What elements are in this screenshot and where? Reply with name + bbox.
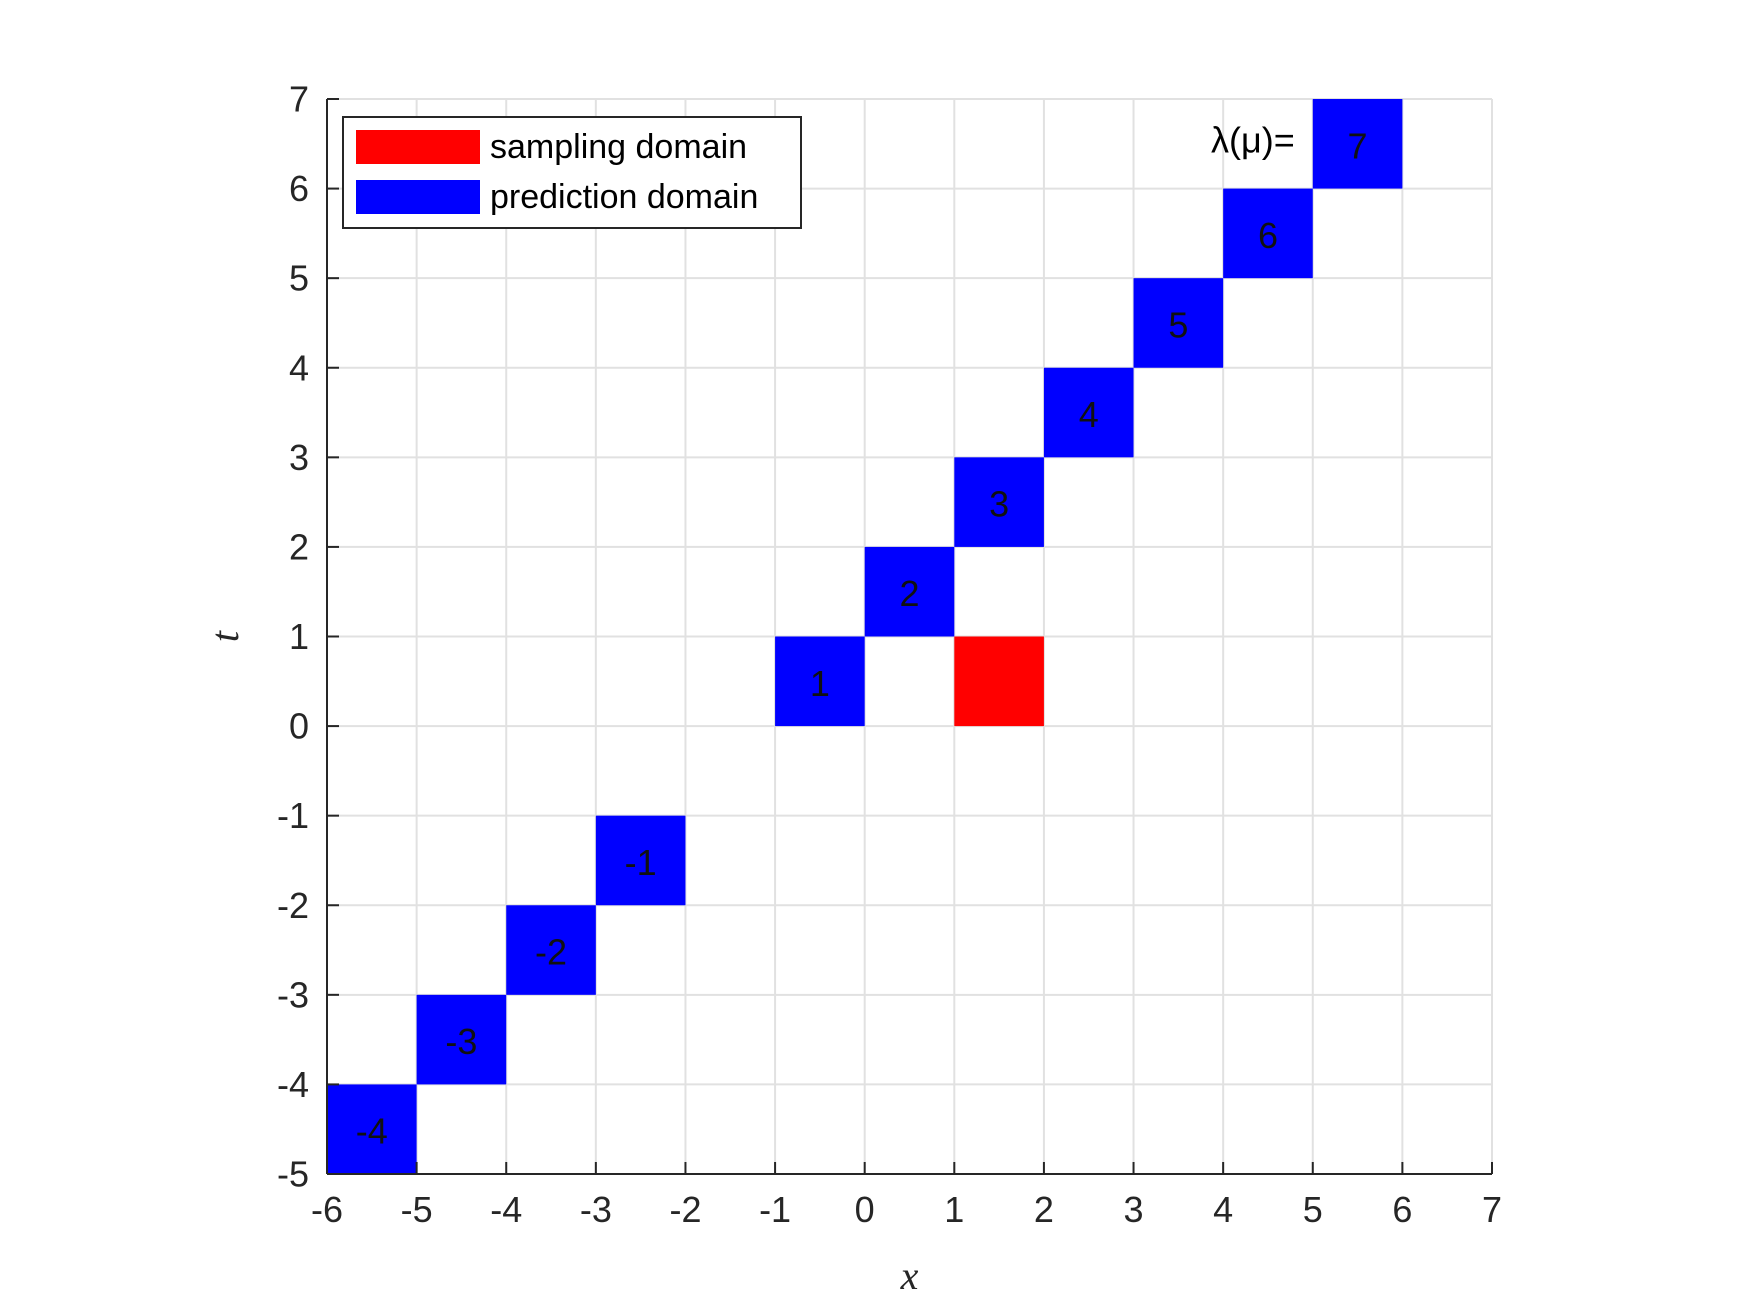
x-tick-label-3: -3 [580, 1189, 612, 1230]
cell-label-3: 3 [989, 484, 1009, 525]
x-tick-label-6: 0 [855, 1189, 875, 1230]
cell-label-2: 2 [899, 573, 919, 614]
y-tick-label-5: 0 [289, 706, 309, 747]
x-tick-label-12: 6 [1392, 1189, 1412, 1230]
y-tick-label-3: -2 [277, 885, 309, 926]
y-tick-label-1: -4 [277, 1064, 309, 1105]
cell-label--3: -3 [445, 1021, 477, 1062]
x-tick-label-10: 4 [1213, 1189, 1233, 1230]
x-tick-label-5: -1 [759, 1189, 791, 1230]
y-tick-label-12: 7 [289, 79, 309, 120]
cells-layer: -4 -3 -2 -1 1 2 3 4 5 6 7 [327, 99, 1403, 1174]
x-axis-label: x [900, 1253, 919, 1298]
prediction-cell-10 [1312, 99, 1403, 189]
prediction-cell-3 [595, 815, 686, 906]
sampling-cell-0 [954, 636, 1044, 727]
x-tick-label-8: 2 [1034, 1189, 1054, 1230]
legend: sampling domain prediction domain [342, 116, 802, 229]
cell-label-1: 1 [810, 663, 830, 704]
x-tick-label-0: -6 [311, 1189, 343, 1230]
y-tick-label-0: -5 [277, 1154, 309, 1195]
cell-label--4: -4 [356, 1111, 388, 1152]
prediction-cell-9 [1223, 188, 1313, 279]
x-tick-label-4: -2 [669, 1189, 701, 1230]
x-tick-label-11: 5 [1303, 1189, 1323, 1230]
prediction-cell-2 [506, 905, 596, 995]
x-tick-label-7: 1 [944, 1189, 964, 1230]
prediction-cell-1 [416, 994, 507, 1085]
y-tick-label-10: 5 [289, 258, 309, 299]
legend-swatch-sampling [356, 130, 480, 164]
cell-label-6: 6 [1258, 215, 1278, 256]
prediction-cell-0 [327, 1084, 417, 1174]
y-tick-label-7: 2 [289, 526, 309, 567]
cell-label--1: -1 [625, 842, 657, 883]
y-tick-label-2: -3 [277, 974, 309, 1015]
prediction-cell-6 [954, 457, 1044, 547]
y-axis-label: t [202, 630, 247, 642]
cell-label-4: 4 [1079, 394, 1099, 435]
y-tick-label-8: 3 [289, 437, 309, 478]
lambda-annotation: λ(μ)= [1211, 119, 1295, 160]
cell-label-5: 5 [1168, 304, 1188, 345]
cell-label-7: 7 [1348, 125, 1368, 166]
x-tick-label-13: 7 [1482, 1189, 1502, 1230]
prediction-cell-7 [1043, 367, 1134, 458]
y-tick-label-4: -1 [277, 795, 309, 836]
x-tick-label-9: 3 [1124, 1189, 1144, 1230]
x-tick-label-2: -4 [490, 1189, 522, 1230]
legend-label-sampling: sampling domain [490, 128, 747, 166]
prediction-cell-4 [775, 636, 865, 727]
x-tick-label-1: -5 [401, 1189, 433, 1230]
y-tick-label-9: 4 [289, 347, 309, 388]
y-tick-label-11: 6 [289, 168, 309, 209]
prediction-cell-5 [864, 546, 955, 637]
y-tick-label-6: 1 [289, 616, 309, 657]
legend-swatch-prediction [356, 180, 480, 214]
cell-label--2: -2 [535, 932, 567, 973]
legend-label-prediction: prediction domain [490, 178, 758, 216]
prediction-cell-8 [1133, 278, 1224, 368]
